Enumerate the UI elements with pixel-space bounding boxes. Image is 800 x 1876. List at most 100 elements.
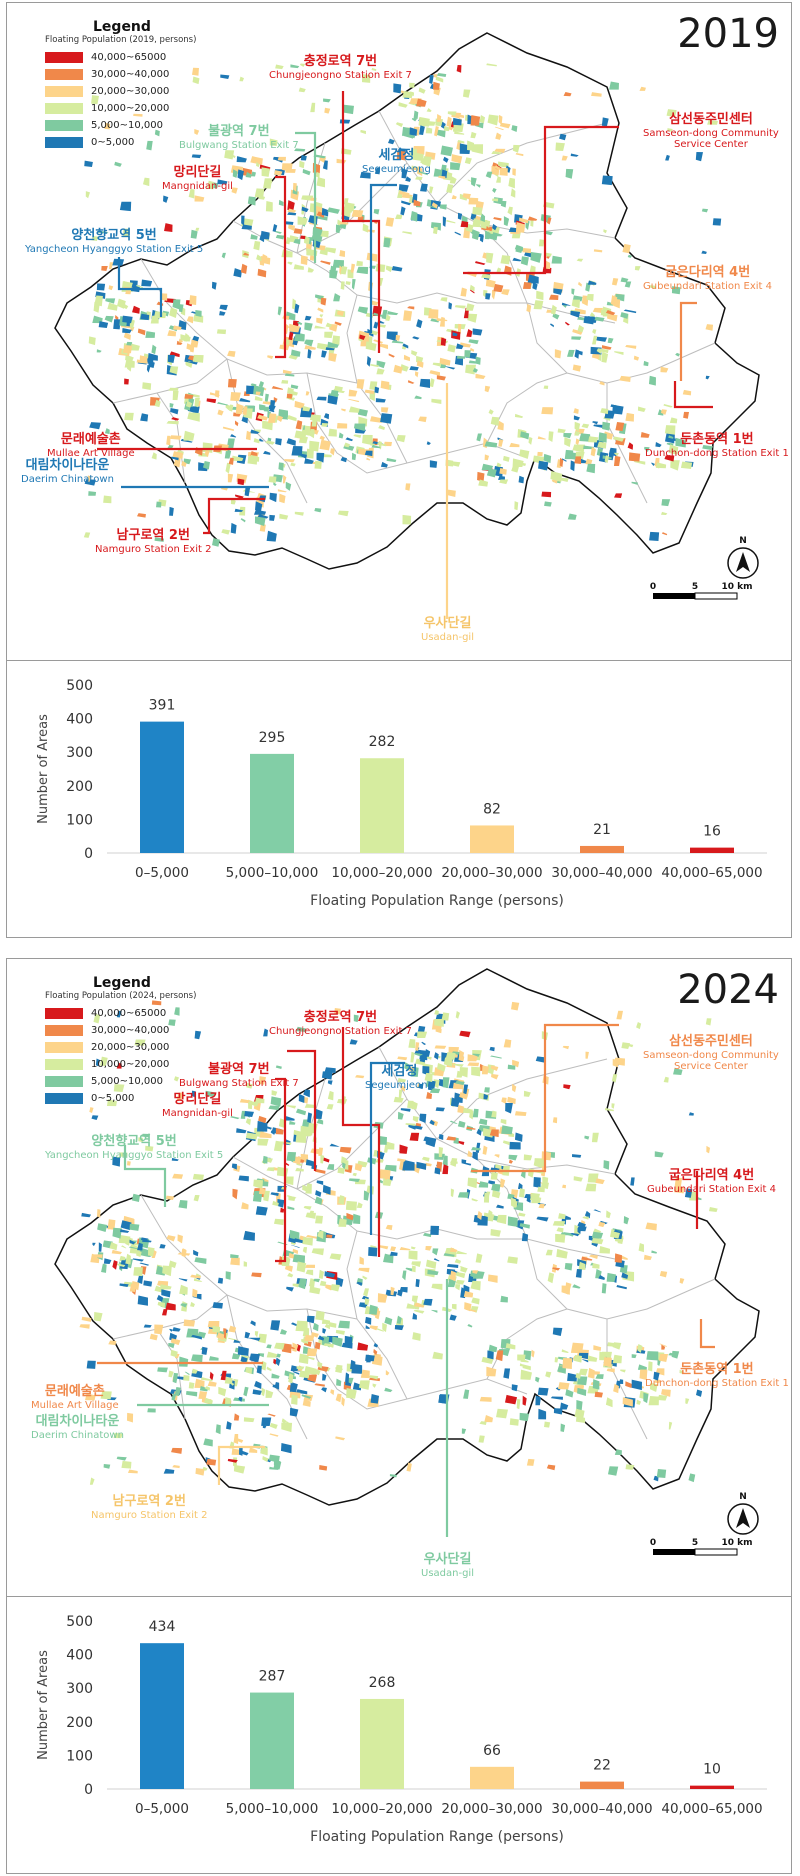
- area-patch: [305, 1264, 316, 1269]
- area-patch: [290, 1244, 300, 1248]
- area-patch: [562, 304, 567, 308]
- area-patch: [472, 328, 483, 336]
- area-patch: [407, 306, 415, 310]
- area-patch: [484, 385, 491, 393]
- callout-en: Segeumjeong: [365, 1079, 434, 1091]
- area-patch: [388, 353, 395, 358]
- area-patch: [295, 1320, 308, 1332]
- area-patch: [432, 1351, 443, 1360]
- area-patch: [614, 1253, 623, 1263]
- area-patch: [701, 250, 707, 255]
- area-patch: [485, 171, 493, 179]
- area-patch: [493, 165, 501, 170]
- area-patch: [257, 1120, 268, 1132]
- area-patch: [166, 1235, 176, 1242]
- area-patch: [475, 1253, 483, 1263]
- area-patch: [537, 451, 543, 457]
- legend-item: 5,000~10,000: [45, 1073, 215, 1090]
- north-arrow-pointer: [736, 1508, 750, 1528]
- callout-en: Usadan-gil: [421, 1567, 474, 1579]
- area-patch: [573, 415, 581, 421]
- area-patch: [451, 195, 457, 200]
- bar: [690, 1785, 734, 1789]
- area-patch: [304, 345, 316, 350]
- area-patch: [243, 1417, 255, 1423]
- area-patch: [316, 1118, 324, 1125]
- area-patch: [471, 1297, 480, 1305]
- area-patch: [96, 349, 102, 353]
- area-patch: [509, 1141, 521, 1150]
- area-patch: [567, 349, 575, 357]
- area-patch: [412, 1332, 421, 1341]
- area-patch: [345, 437, 354, 442]
- area-patch: [351, 278, 356, 290]
- area-patch: [250, 450, 258, 456]
- area-patch: [206, 1458, 217, 1466]
- area-patch: [280, 1207, 285, 1213]
- area-patch: [558, 1382, 570, 1390]
- district-boundary: [356, 1228, 616, 1260]
- area-patch: [359, 1256, 364, 1265]
- area-patch: [159, 1284, 172, 1290]
- area-patch: [263, 178, 273, 189]
- legend-label: 40,000~65000: [91, 1008, 167, 1019]
- area-patch: [439, 357, 451, 366]
- area-patch: [516, 1398, 521, 1410]
- area-patch: [450, 162, 461, 171]
- area-patch: [475, 356, 481, 365]
- area-patch: [169, 506, 174, 516]
- area-patch: [304, 458, 314, 464]
- area-patch: [408, 1250, 418, 1260]
- callout-ko: 세검정: [378, 148, 415, 163]
- area-patch: [446, 1136, 457, 1141]
- area-patch: [133, 1267, 143, 1277]
- area-patch: [377, 442, 387, 447]
- area-patch: [174, 1007, 180, 1016]
- y-tick-label: 400: [66, 1648, 93, 1664]
- area-patch: [189, 295, 197, 305]
- area-patch: [157, 1301, 166, 1308]
- area-patch: [436, 317, 448, 322]
- area-patch: [538, 1203, 546, 1209]
- area-patch: [592, 307, 603, 314]
- area-patch: [502, 455, 510, 462]
- callout-mangnidan: 망리단길 Mangnidan-gil: [162, 165, 233, 192]
- area-patch: [519, 449, 530, 459]
- area-patch: [171, 1447, 183, 1454]
- area-patch: [661, 1344, 666, 1350]
- area-patch: [287, 415, 297, 422]
- area-patch: [341, 1342, 353, 1349]
- area-patch: [339, 223, 347, 230]
- area-patch: [340, 456, 347, 463]
- area-patch: [456, 1250, 468, 1255]
- area-patch: [326, 1164, 335, 1171]
- area-patch: [284, 221, 294, 225]
- area-patch: [679, 1277, 685, 1284]
- area-patch: [301, 1394, 312, 1399]
- area-patch: [624, 281, 632, 288]
- area-patch: [89, 1107, 94, 1113]
- area-patch: [273, 1218, 284, 1226]
- area-patch: [285, 236, 291, 245]
- callout-leader-line: [471, 1023, 619, 1173]
- area-patch: [103, 495, 112, 504]
- area-patch: [336, 422, 348, 429]
- area-patch: [324, 247, 337, 254]
- area-patch: [455, 1279, 465, 1285]
- area-patch: [545, 1371, 552, 1378]
- area-patch: [501, 289, 510, 296]
- area-patch: [500, 1119, 507, 1125]
- area-patch: [464, 1302, 472, 1312]
- area-patch: [359, 171, 371, 179]
- area-patch: [406, 1303, 414, 1309]
- area-patch: [304, 1104, 316, 1109]
- area-patch: [167, 354, 176, 364]
- area-patch: [472, 1151, 478, 1161]
- area-patch: [352, 1172, 357, 1177]
- area-patch: [533, 1177, 541, 1188]
- legend-subtitle: Floating Population (2024, persons): [45, 991, 197, 1001]
- area-patch: [83, 532, 91, 538]
- area-patch: [219, 311, 226, 316]
- area-patch: [499, 479, 509, 485]
- area-patch: [517, 1182, 523, 1190]
